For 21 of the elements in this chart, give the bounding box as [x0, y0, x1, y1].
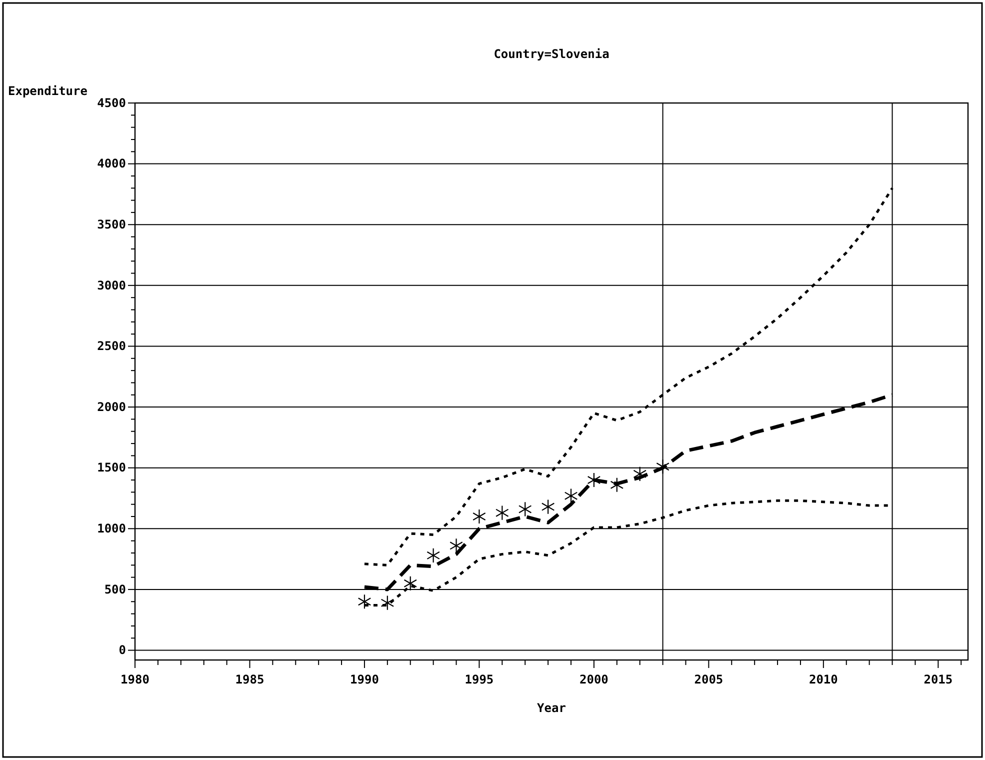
x-tick-label: 2000 [580, 672, 608, 686]
x-tick-label: 2015 [924, 672, 953, 686]
y-tick-label: 1000 [97, 521, 126, 536]
chart-title: Country=Slovenia [494, 47, 610, 61]
y-tick-label: 1500 [97, 460, 126, 475]
y-tick-label: 2500 [97, 339, 126, 354]
y-axis-title: Expenditure [8, 84, 88, 98]
x-tick-label: 1985 [235, 672, 264, 686]
y-tick-label: 2000 [97, 400, 126, 414]
x-tick-label: 1995 [464, 672, 494, 686]
y-tick-label: 4000 [97, 156, 126, 171]
y-tick-label: 3000 [97, 278, 126, 292]
y-tick-label: 4500 [97, 96, 126, 110]
x-tick-label: 2010 [808, 672, 838, 686]
x-tick-label: 1980 [120, 672, 150, 686]
x-tick-label: 2005 [694, 672, 724, 686]
x-tick-label: 1990 [350, 672, 379, 686]
y-tick-label: 0 [118, 643, 126, 658]
x-axis-title: Year [537, 701, 566, 715]
y-tick-label: 500 [104, 582, 126, 596]
y-tick-label: 3500 [97, 217, 126, 232]
